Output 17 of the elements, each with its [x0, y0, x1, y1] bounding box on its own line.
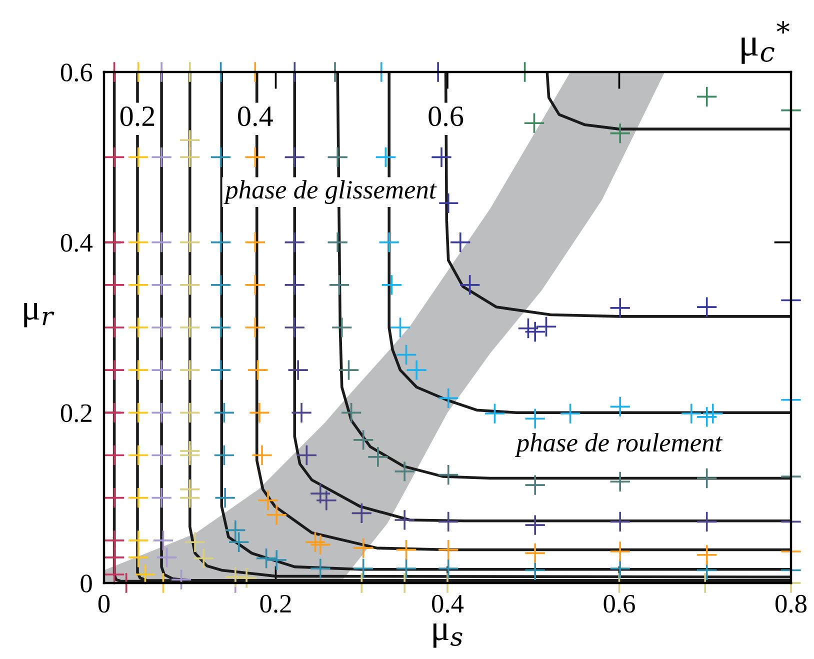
annotation: phase de roulement	[514, 433, 723, 457]
x-tick-label: 0.2	[260, 594, 291, 613]
annotation: 0.4	[238, 106, 273, 126]
x-tick-label: 0.4	[432, 594, 464, 613]
y-tick-label: 0	[80, 574, 92, 592]
x-tick-label: 0.8	[776, 594, 806, 613]
y-tick-label: 0.4	[60, 234, 92, 252]
y-tick-label: 0.6	[60, 64, 92, 82]
annotation: 0.2	[120, 106, 154, 126]
text: μ$_{c}$$^{*}$	[742, 21, 790, 64]
x-tick-label: 0	[98, 594, 110, 613]
x-tick-label: 0.6	[604, 594, 635, 613]
y-axis-title: μ$_{r}$	[24, 302, 54, 328]
annotation: phase de glissement	[224, 180, 437, 204]
x-axis-title: μ$_{s}$	[433, 623, 462, 648]
annotation: 0.6	[428, 106, 464, 126]
y-tick-label: 0.2	[60, 404, 92, 422]
